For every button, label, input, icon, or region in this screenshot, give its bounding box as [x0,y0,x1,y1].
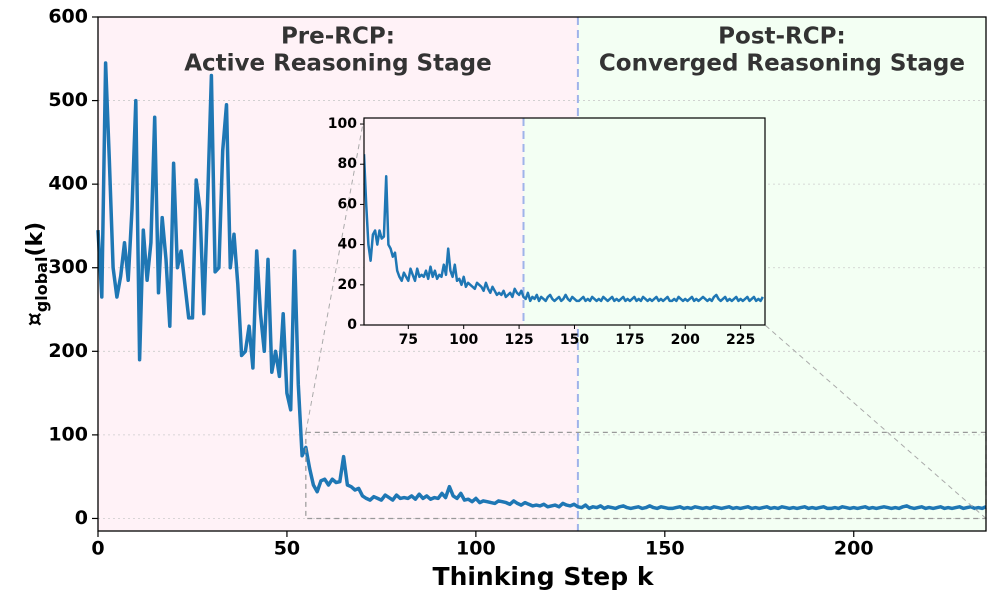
inset-y-tick-label: 100 [328,116,357,132]
x-axis-label: Thinking Step k [433,562,655,591]
x-tick-label: 200 [834,538,874,560]
inset-data-line [364,154,764,303]
inset-x-tick-label: 100 [449,332,478,348]
inset-y-tick-label: 0 [347,317,357,333]
x-tick-label: 100 [456,538,496,560]
y-tick-label: 300 [48,256,88,278]
inset-y-tick-label: 60 [338,196,358,212]
y-tick-label: 500 [48,89,88,111]
inset-frame [363,117,766,326]
inset-y-tick-label: 40 [338,237,358,253]
y-tick-label: 200 [48,340,88,362]
inset-x-tick-label: 125 [504,332,533,348]
plot-frame [97,16,987,532]
y-tick-label: 600 [48,6,88,28]
x-tick-label: 50 [274,538,300,560]
y-label-suffix: (k) [23,222,48,257]
y-tick-label: 100 [48,423,88,445]
region-label: Post-RCP: [718,24,846,50]
y-tick-label: 400 [48,173,88,195]
region-label: Converged Reasoning Stage [599,51,965,77]
inset-x-tick-label: 150 [560,332,589,348]
inset-x-tick-label: 75 [399,332,418,348]
region-label: Active Reasoning Stage [184,51,491,77]
y-label-subscript: global [32,257,51,313]
y-axis-label: ¤global(k) [23,222,51,326]
inset-y-tick-label: 80 [338,156,358,172]
inset-bg-post [523,118,765,325]
inset-x-tick-label: 175 [615,332,644,348]
inset-bg-pre [364,118,524,325]
x-tick-label: 0 [91,538,104,560]
data-line [96,61,987,511]
x-tick-label: 150 [645,538,685,560]
y-tick-label: 0 [75,507,88,529]
y-label-symbol: ¤ [23,312,48,326]
inset-x-tick-label: 225 [726,332,755,348]
inset-y-tick-label: 20 [338,277,358,293]
zoom-connector [764,324,987,519]
region-label: Pre-RCP: [281,24,395,50]
inset-x-tick-label: 200 [671,332,700,348]
